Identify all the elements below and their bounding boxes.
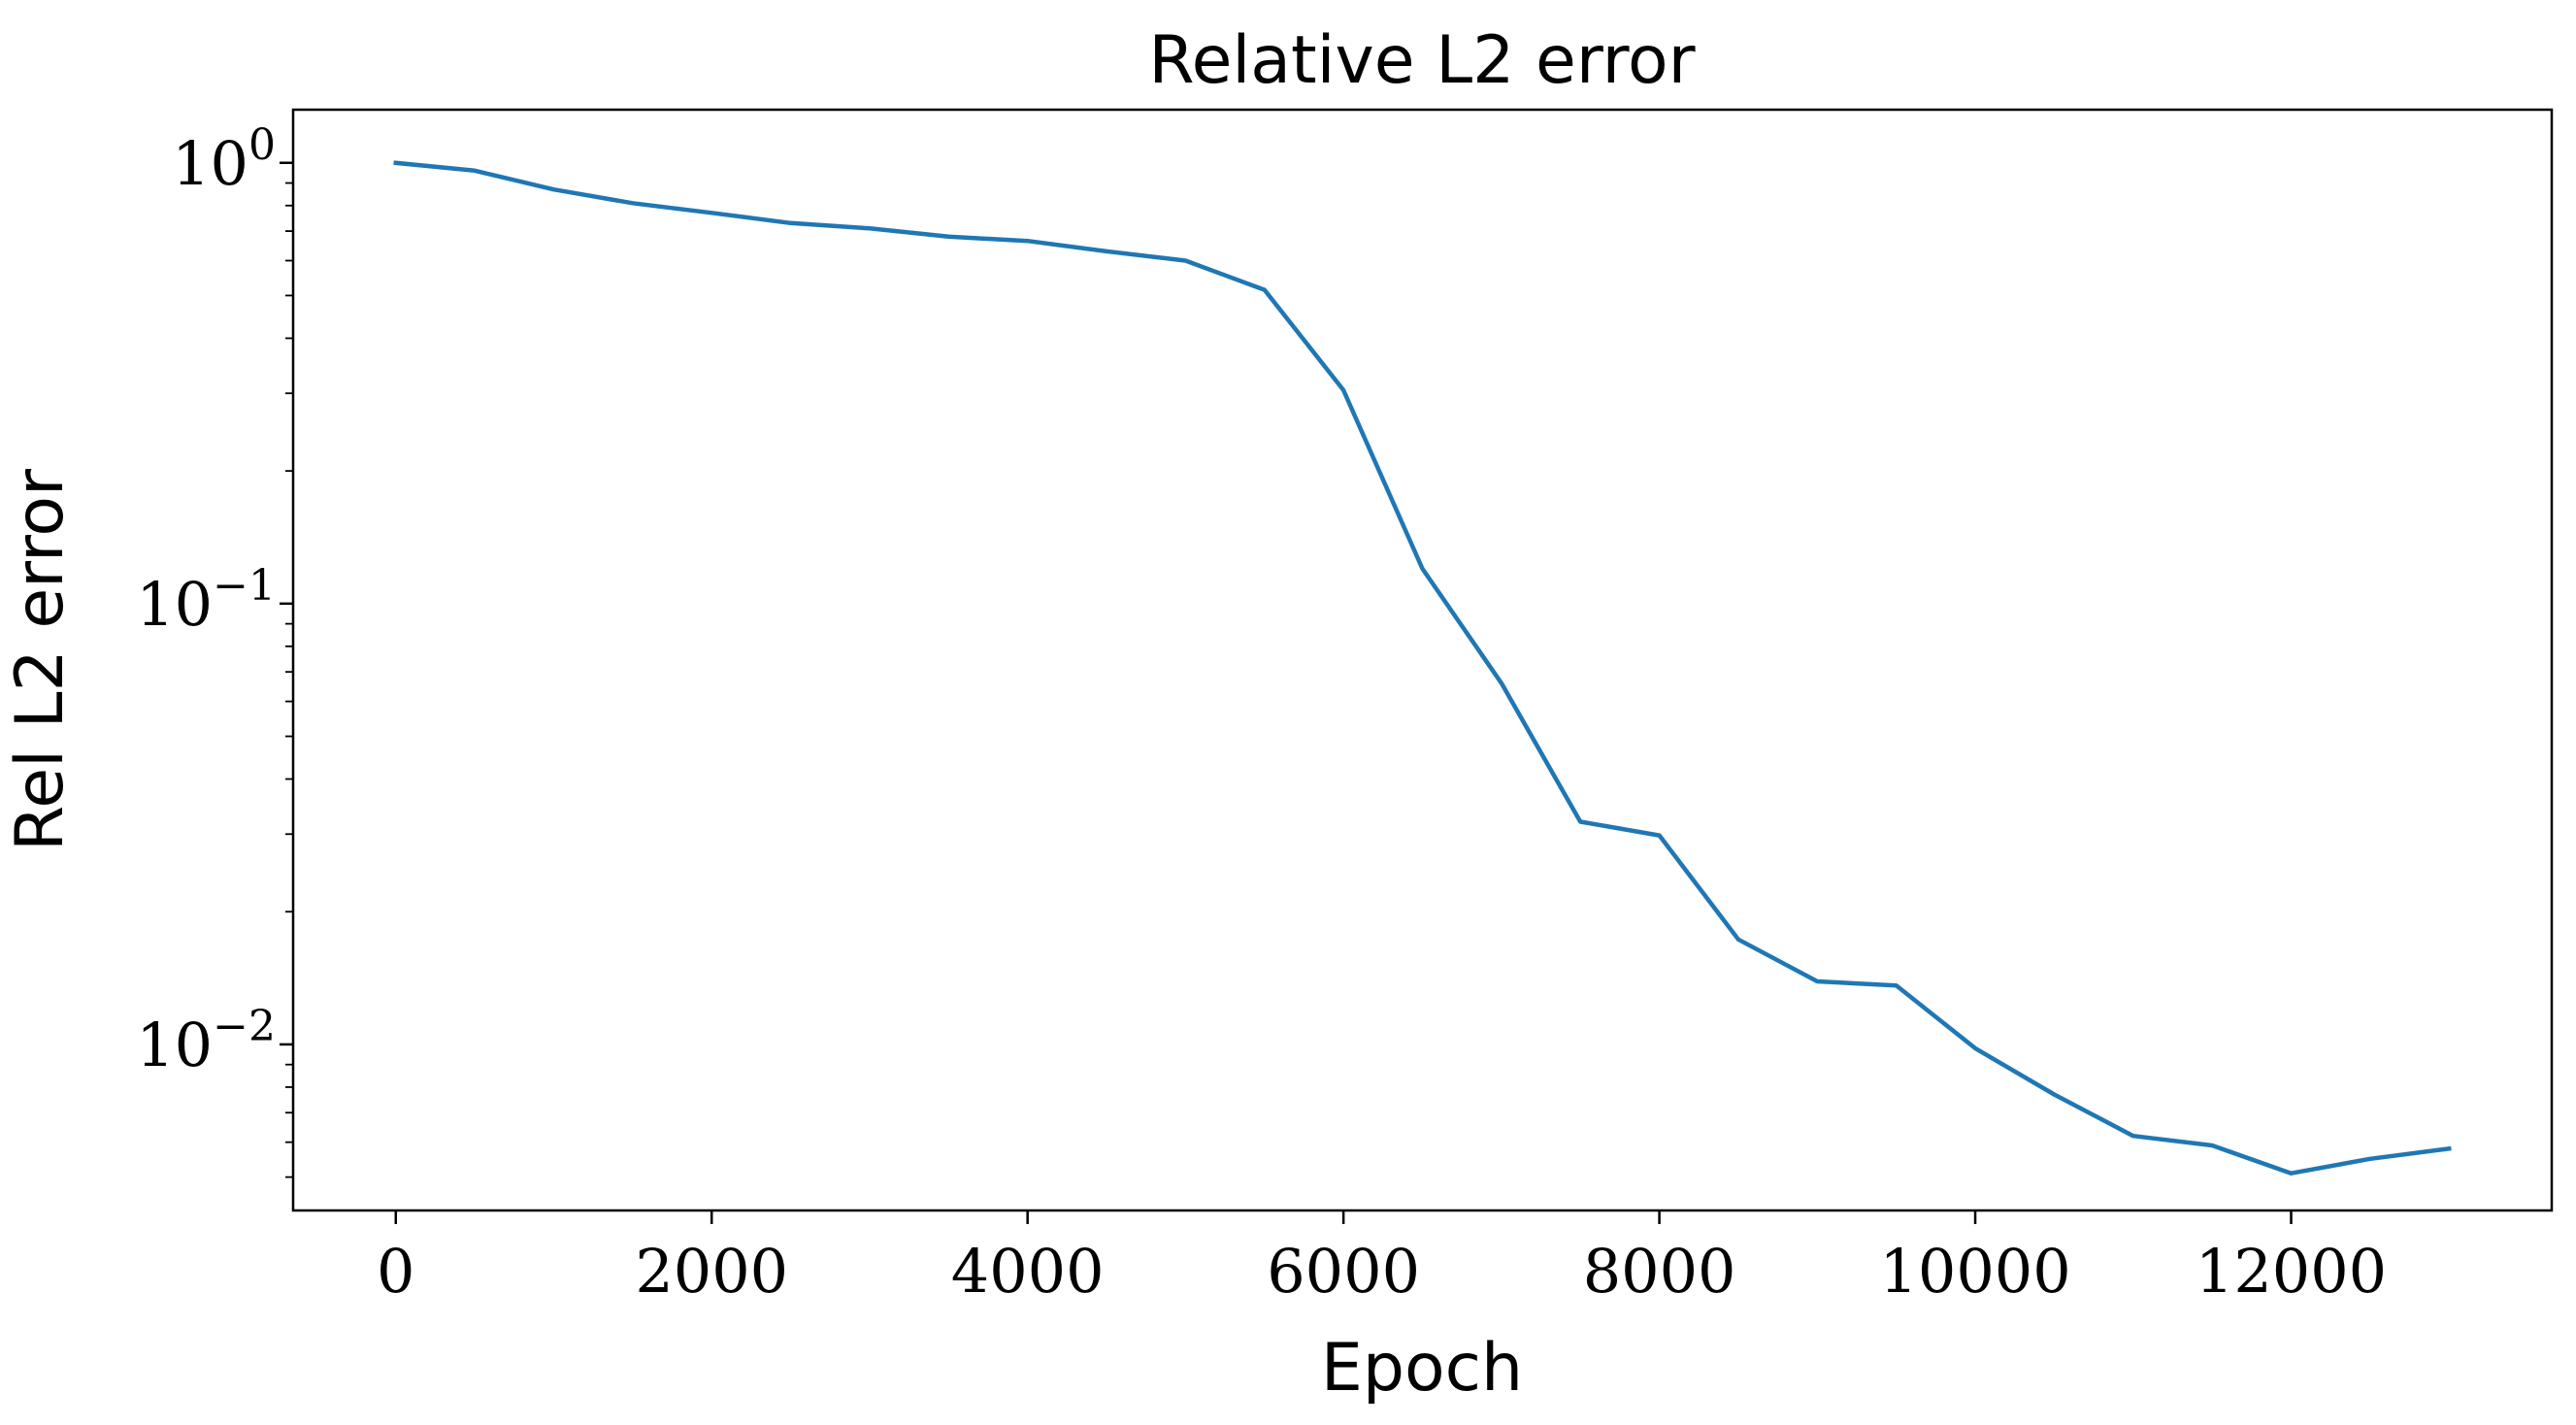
- plot-area: 0 2000 4000 6000 8000 10000 12000 100 10−1 10−2: [136, 120, 2452, 1307]
- y-tick-label: 10−2: [136, 1002, 276, 1080]
- x-tick-label: 0: [377, 1236, 414, 1307]
- series-line: [393, 160, 2452, 1176]
- plot-frame: [291, 108, 2554, 1212]
- chart-title: Relative L2 error: [1148, 22, 1695, 99]
- x-tick-label: 4000: [951, 1236, 1105, 1307]
- y-axis-label: Rel L2 error: [2, 469, 79, 851]
- x-tick-label: 2000: [635, 1236, 788, 1307]
- x-tick-label: 10000: [1879, 1236, 2070, 1307]
- x-tick-label: 8000: [1583, 1236, 1736, 1307]
- x-tick-label: 12000: [2196, 1236, 2387, 1307]
- y-tick-label: 100: [172, 120, 276, 199]
- x-axis-label: Epoch: [1321, 1330, 1523, 1407]
- x-tick-label: 6000: [1267, 1236, 1420, 1307]
- y-tick-label: 10−1: [136, 561, 276, 640]
